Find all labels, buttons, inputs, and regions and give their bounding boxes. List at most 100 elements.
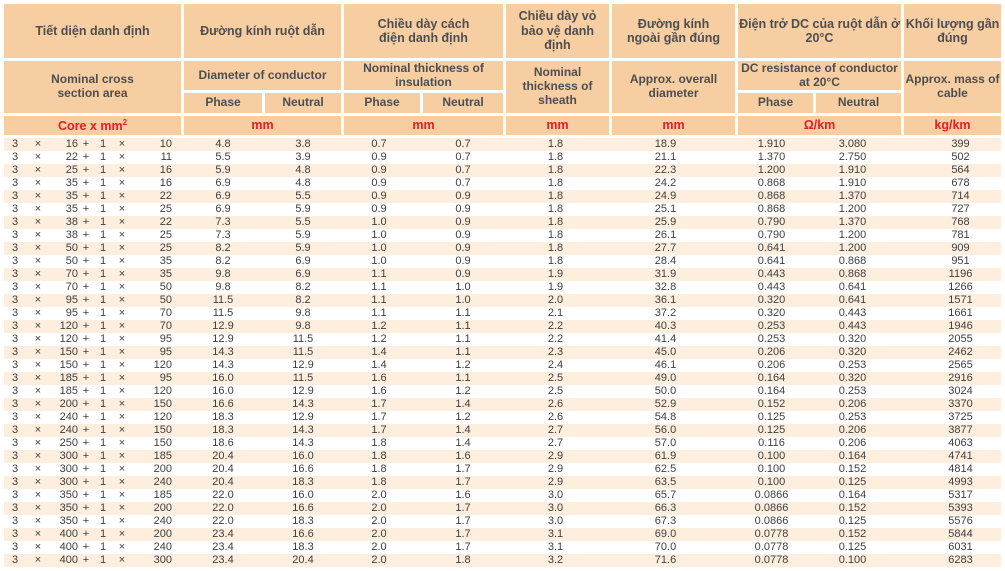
header-insulation-vn: Chiều dày cách điện danh định — [344, 4, 503, 58]
neutral-core-count: 1 — [99, 216, 107, 228]
neutral-core-size: 150 — [153, 424, 172, 436]
sheath-thickness-cell: 1.8 — [547, 203, 564, 215]
sheath-thickness-cell: 2.6 — [547, 411, 564, 423]
table-row: 3 × 70 +1 × 50 9.8 8.2 1.1 1.0 1.9 32.8 0.443 0.641 12… — [4, 281, 1001, 294]
times-sign: × — [118, 346, 126, 358]
overall-diameter-cell: 37.2 — [654, 307, 677, 319]
neutral-core-size: 200 — [153, 463, 172, 475]
plus-sign: + — [82, 476, 90, 488]
core-size-cell: 3 × 350 +1 × 200 — [4, 502, 181, 515]
phase-core-count: 3 — [11, 450, 19, 462]
table-body: 3 × 16 +1 × 10 4.8 3.8 0.7 0.7 1.8 18.9 1.910 3.080 39… — [4, 138, 1001, 567]
times-sign: × — [34, 177, 42, 189]
overall-diameter-cell: 31.9 — [654, 268, 677, 280]
core-size-cell: 3 × 35 +1 × 25 — [4, 203, 181, 216]
resistance-neutral-cell: 0.206 — [838, 424, 867, 436]
times-sign: × — [34, 242, 42, 254]
insulation-neutral-cell: 0.9 — [455, 255, 471, 267]
phase-core-size: 350 — [59, 515, 78, 527]
neutral-core-size: 200 — [153, 502, 172, 514]
resistance-neutral-cell: 0.152 — [838, 528, 867, 540]
sheath-thickness-cell: 1.8 — [547, 138, 564, 150]
neutral-core-size: 22 — [159, 190, 172, 202]
times-sign: × — [118, 489, 126, 501]
phase-core-count: 3 — [11, 294, 19, 306]
unit-resistance-ohm-km: Ω/km — [738, 116, 901, 135]
insulation-neutral-cell: 1.2 — [455, 411, 471, 423]
table-row: 3 × 300 +1 × 240 20.4 18.3 1.8 1.7 2.9 63.5 0.100 0.1… — [4, 476, 1001, 489]
conductor-phase-cell: 22.0 — [212, 502, 234, 514]
conductor-phase-cell: 18.3 — [212, 424, 234, 436]
sheath-thickness-cell: 2.9 — [547, 463, 564, 475]
conductor-neutral-cell: 16.6 — [292, 528, 314, 540]
sheath-thickness-cell: 1.9 — [547, 281, 564, 293]
phase-core-size: 35 — [65, 177, 78, 189]
plus-sign: + — [82, 437, 90, 449]
conductor-neutral-cell: 11.5 — [292, 333, 314, 345]
plus-sign: + — [82, 281, 90, 293]
table-row: 3 × 38 +1 × 22 7.3 5.5 1.0 0.9 1.8 25.9 0.790 1.370 76… — [4, 216, 1001, 229]
times-sign: × — [118, 294, 126, 306]
plus-sign: + — [82, 502, 90, 514]
conductor-neutral-cell: 18.3 — [292, 515, 314, 527]
phase-core-size: 185 — [59, 385, 78, 397]
overall-diameter-cell: 61.9 — [654, 450, 677, 462]
sheath-thickness-cell: 3.0 — [547, 515, 564, 527]
neutral-core-size: 240 — [153, 476, 172, 488]
neutral-core-count: 1 — [99, 372, 107, 384]
conductor-phase-cell: 22.0 — [212, 489, 234, 501]
overall-diameter-cell: 50.0 — [654, 385, 677, 397]
neutral-core-size: 120 — [153, 359, 172, 371]
insulation-phase-cell: 1.6 — [371, 385, 387, 397]
conductor-neutral-cell: 11.5 — [292, 346, 314, 358]
times-sign: × — [34, 203, 42, 215]
neutral-core-count: 1 — [99, 190, 107, 202]
insulation-phase-cell: 1.1 — [371, 281, 387, 293]
unit-conductor-mm: mm — [184, 116, 341, 135]
conductor-phase-cell: 23.4 — [212, 528, 234, 540]
overall-diameter-cell: 40.3 — [654, 320, 677, 332]
conductor-phase-cell: 20.4 — [212, 476, 234, 488]
conductor-phase-cell: 23.4 — [212, 554, 234, 566]
conductor-neutral-cell: 12.9 — [292, 411, 314, 423]
phase-core-size: 95 — [65, 307, 78, 319]
phase-core-count: 3 — [11, 190, 19, 202]
insulation-neutral-cell: 1.7 — [455, 502, 471, 514]
core-size-cell: 3 × 120 +1 × 70 — [4, 320, 181, 333]
conductor-neutral-cell: 12.9 — [292, 359, 314, 371]
overall-diameter-cell: 54.8 — [654, 411, 677, 423]
times-sign: × — [34, 424, 42, 436]
plus-sign: + — [82, 333, 90, 345]
resistance-phase-cell: 0.125 — [757, 411, 786, 423]
plus-sign: + — [82, 294, 90, 306]
conductor-phase-cell: 11.5 — [212, 307, 234, 319]
plus-sign: + — [82, 138, 90, 150]
sheath-thickness-cell: 2.7 — [547, 437, 564, 449]
neutral-core-count: 1 — [99, 424, 107, 436]
insulation-phase-cell: 1.0 — [371, 255, 387, 267]
times-sign: × — [118, 528, 126, 540]
phase-core-size: 300 — [59, 476, 78, 488]
cable-mass-cell: 564 — [951, 164, 970, 176]
unit-core: Core x mm2 — [4, 116, 181, 135]
neutral-core-size: 200 — [153, 528, 172, 540]
phase-core-count: 3 — [11, 216, 19, 228]
plus-sign: + — [82, 320, 90, 332]
times-sign: × — [34, 333, 42, 345]
conductor-phase-cell: 20.4 — [212, 450, 234, 462]
resistance-neutral-cell: 0.641 — [838, 294, 867, 306]
insulation-neutral-cell: 1.1 — [455, 333, 471, 345]
cable-mass-cell: 502 — [951, 151, 970, 163]
sheath-thickness-cell: 1.8 — [547, 229, 564, 241]
neutral-core-count: 1 — [99, 554, 107, 566]
phase-core-count: 3 — [11, 255, 19, 267]
plus-sign: + — [82, 424, 90, 436]
table-row: 3 × 350 +1 × 185 22.0 16.0 2.0 1.6 3.0 65.7 0.0866 0.… — [4, 489, 1001, 502]
neutral-core-size: 25 — [159, 229, 172, 241]
phase-core-size: 185 — [59, 372, 78, 384]
phase-core-size: 120 — [59, 320, 78, 332]
overall-diameter-cell: 65.7 — [654, 489, 677, 501]
times-sign: × — [34, 437, 42, 449]
insulation-neutral-cell: 1.2 — [455, 359, 471, 371]
conductor-phase-cell: 4.8 — [215, 138, 231, 150]
